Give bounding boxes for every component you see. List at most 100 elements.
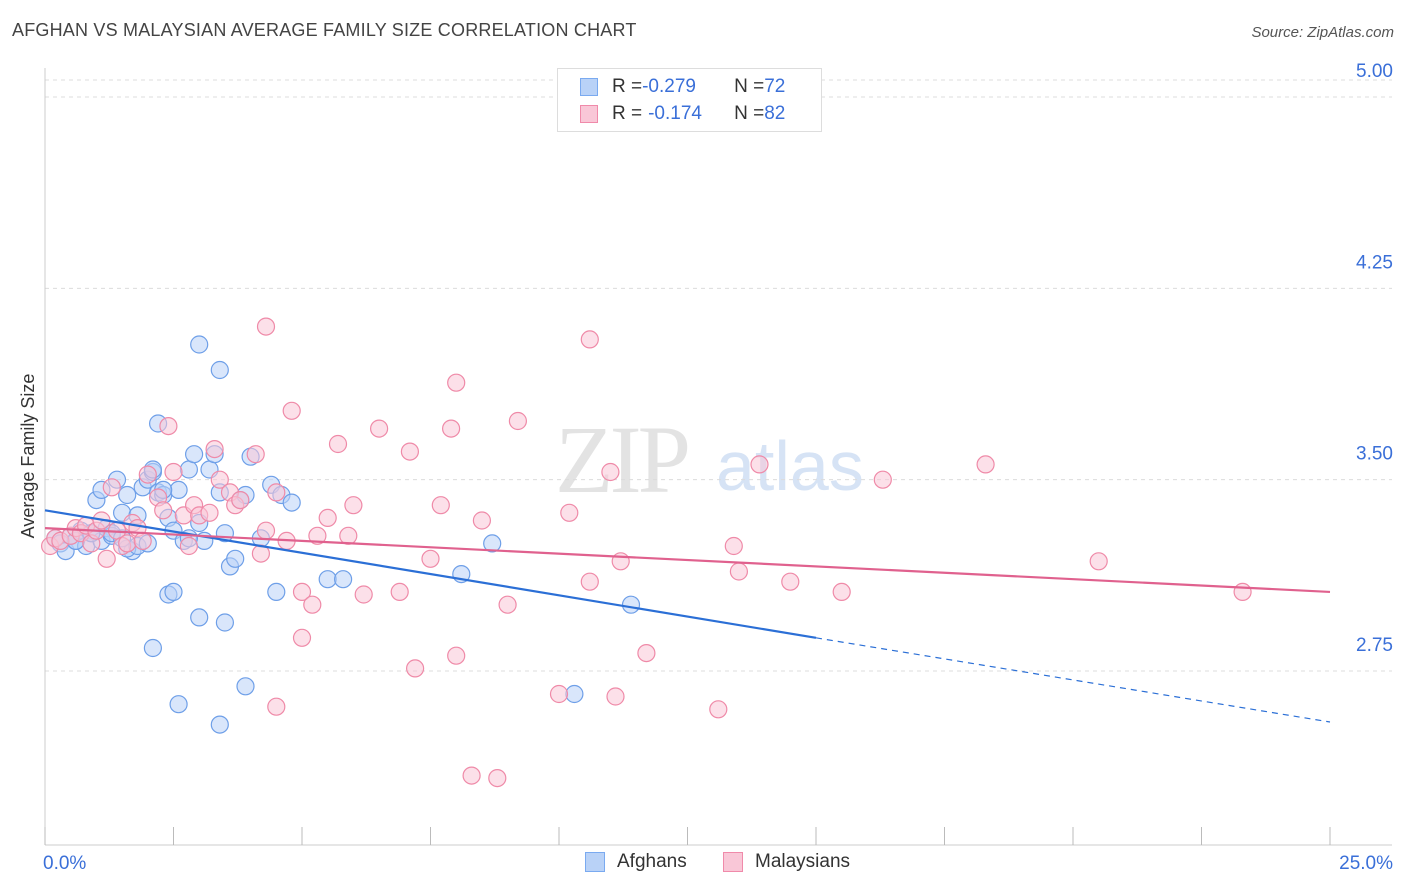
malaysians-point [873, 470, 892, 489]
malaysians-point [750, 455, 769, 474]
malaysians-point [246, 445, 265, 464]
malaysians-point [138, 465, 157, 484]
afghans-point [282, 493, 301, 512]
axis-labels: 2.75 3.50 4.25 5.00 0.0% 25.0% Average Family … [18, 61, 1393, 874]
malaysians-point [1233, 582, 1252, 602]
afghans-point [179, 460, 198, 479]
x-tick-label-min: 0.0% [43, 853, 86, 874]
afghans-point [226, 549, 245, 568]
afghans-point [318, 570, 337, 589]
watermark: ZIP atlas [555, 406, 864, 513]
malaysians-point [308, 526, 327, 545]
malaysians-point [200, 503, 219, 522]
malaysians-point [832, 582, 851, 602]
malaysians-point [344, 496, 363, 515]
y-tick-label: 4.25 [1356, 252, 1393, 273]
y-tick-label: 2.75 [1356, 635, 1393, 656]
malaysians-point [560, 503, 579, 522]
legend-item-afghans[interactable]: Afghans [585, 851, 687, 873]
malaysians-point [97, 549, 116, 568]
afghans-point [210, 715, 229, 734]
malaysians-point [210, 470, 229, 489]
afghans-legend-swatch [585, 852, 605, 872]
malaysians-point [447, 373, 466, 392]
malaysians-point [549, 684, 569, 704]
malaysians-point [292, 582, 312, 602]
malaysians-point [580, 330, 599, 349]
malaysians-point [976, 455, 995, 474]
malaysians-point [488, 768, 507, 788]
malaysians-point [164, 462, 183, 482]
malaysians-point [498, 595, 517, 614]
malaysians-point [390, 582, 409, 602]
afghans-point [169, 695, 188, 714]
afghans-point [565, 684, 584, 704]
malaysians-point [318, 508, 337, 528]
series-legend: Afghans Malaysians [0, 851, 1406, 877]
afghans-point [190, 335, 209, 354]
malaysians-point [159, 417, 178, 436]
r-value: -0.279 [642, 76, 696, 97]
watermark-atlas: atlas [716, 427, 864, 505]
malaysians-point [303, 595, 322, 614]
malaysians-point [231, 491, 250, 510]
malaysians-point [339, 526, 358, 545]
legend-item-malaysians[interactable]: Malaysians [723, 851, 850, 873]
r-label: R = [612, 103, 643, 124]
malaysians-point [447, 646, 466, 665]
afghans-point [185, 445, 204, 464]
r-label: R = [612, 76, 643, 97]
malaysians-point [442, 419, 461, 438]
malaysians-point [267, 483, 286, 502]
malaysians-legend-label: Malaysians [755, 851, 851, 872]
malaysians-point [462, 766, 481, 785]
afghans-point [190, 608, 209, 627]
malaysians-point [370, 419, 389, 438]
afghans-point [236, 677, 255, 696]
malaysians-point [729, 562, 749, 581]
malaysians-point [292, 628, 312, 647]
legend-row-malaysians: R = -0.174 N = 82 [580, 102, 785, 126]
n-value: 72 [764, 76, 786, 97]
afghans-point [118, 485, 137, 505]
afghans-point [334, 570, 353, 589]
malaysians-point [724, 536, 743, 556]
correlation-legend: R = -0.279 N = 72 R = -0.174 N = 82 [557, 68, 822, 132]
malaysians-point [472, 511, 491, 530]
afghans-swatch [580, 78, 598, 96]
malaysians-point [256, 521, 276, 540]
x-tick-label-max: 25.0% [1339, 853, 1393, 874]
afghans-point [210, 360, 229, 380]
y-tick-label: 3.50 [1356, 444, 1393, 465]
afghans-point [215, 613, 234, 632]
r-value: -0.174 [648, 103, 702, 124]
malaysians-point [1089, 552, 1108, 571]
malaysians-point [400, 442, 419, 461]
malaysians-point [508, 411, 528, 431]
malaysians-point [421, 549, 440, 568]
afghans-point [164, 582, 183, 602]
afghans-point [169, 480, 188, 499]
afghans-legend-label: Afghans [617, 851, 687, 872]
malaysians-point [154, 501, 173, 520]
chart-title: AFGHAN VS MALAYSIAN AVERAGE FAMILY SIZE … [12, 20, 637, 40]
malaysians-point [606, 687, 625, 706]
n-value: 82 [764, 103, 786, 124]
malaysians-point [282, 401, 301, 420]
series-malaysians [40, 317, 1252, 788]
malaysians-point [179, 536, 198, 556]
malaysians-point [431, 496, 450, 515]
afghans-point [143, 638, 162, 658]
malaysians-point [133, 531, 152, 551]
grid [45, 79, 1392, 672]
afghans-trend-line [44, 509, 817, 639]
n-label: N = [734, 76, 765, 97]
afghans-trend-extension [815, 637, 1331, 723]
y-tick-label: 5.00 [1356, 61, 1393, 82]
axes [44, 68, 1392, 846]
malaysians-point [256, 317, 276, 336]
y-axis-title: Average Family Size [18, 374, 38, 539]
malaysians-point [205, 440, 224, 459]
malaysians-point [354, 585, 373, 604]
